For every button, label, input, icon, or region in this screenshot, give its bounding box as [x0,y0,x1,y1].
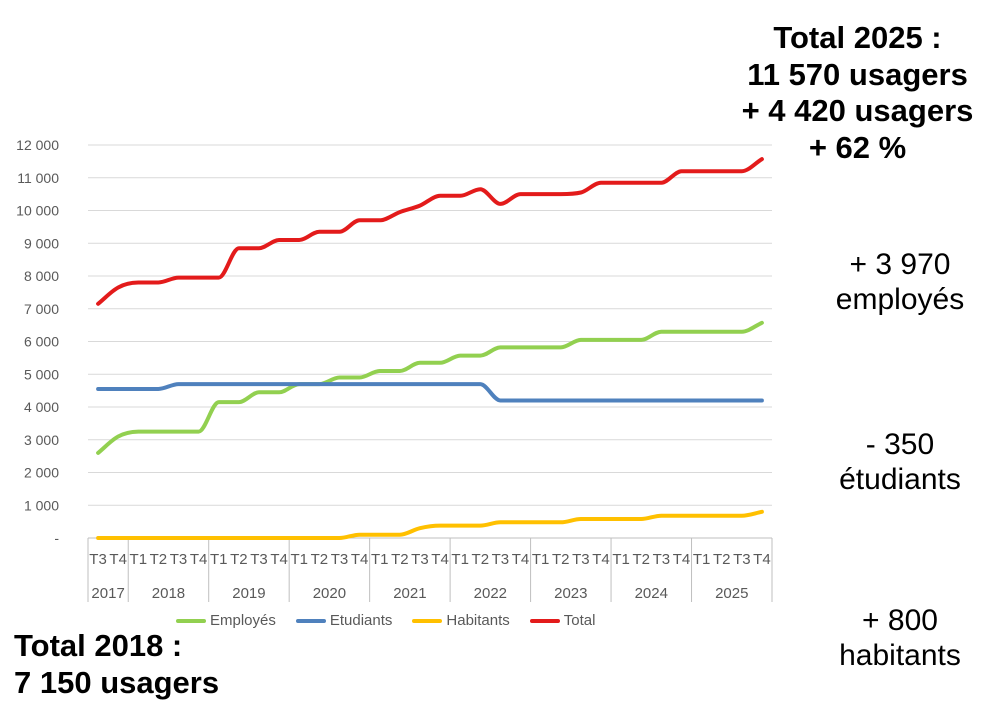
annotation-habitants: + 800 habitants [815,603,985,674]
y-tick-label: - [54,530,59,546]
legend-item-total: Total [529,612,596,629]
quarter-label: T4 [109,551,127,568]
quarter-label: T3 [170,551,188,568]
quarter-label: T3 [572,551,590,568]
y-tick-label: 5 000 [24,366,59,382]
quarter-label: T4 [431,551,449,568]
quarter-label: T1 [612,551,630,568]
year-label: 2022 [474,585,507,602]
year-label: 2017 [91,585,124,602]
quarter-label: T3 [492,551,510,568]
legend-item-habitants: Habitants [412,612,510,629]
annotation-employes-label: employés [835,283,965,317]
legend-swatch-habitants [412,618,443,623]
legend-label-habitants: Habitants [446,612,510,629]
series-line-employes [96,320,764,455]
quarter-label: T1 [130,551,148,568]
annotation-total-2025-line1: Total 2025 : [773,20,942,55]
quarter-label: T2 [713,551,731,568]
quarter-label: T4 [190,551,208,568]
quarter-label: T4 [351,551,369,568]
legend-swatch-total [529,618,560,623]
quarter-label: T1 [693,551,711,568]
y-axis-ticks: - 1 000 2 000 3 000 4 000 5 000 6 000 7 000 8 00… [16,137,59,546]
quarter-label: T2 [391,551,409,568]
y-tick-label: 6 000 [24,334,59,350]
series-lines [96,157,764,540]
quarter-label: T1 [290,551,308,568]
quarter-label: T2 [552,551,570,568]
y-tick-label: 1 000 [24,497,59,513]
quarter-label: T4 [512,551,530,568]
quarter-label: T1 [532,551,550,568]
x-axis: T3 T4 T1 T2 T3 T4 T1 T2 T3 T4 T1 T2 T3 T4 T1 T2 T3 T4 T1 T2… [87,537,773,602]
annotation-etudiants: - 350 étudiants [815,427,985,498]
quarter-label: T1 [451,551,469,568]
quarter-label: T3 [653,551,671,568]
year-label: 2018 [152,585,185,602]
annotation-total-2018: Total 2018 : 7 150 usagers [14,628,314,701]
annotation-total-2025-line4: + 62 % [808,129,907,165]
year-label: 2023 [554,585,587,602]
annotation-total-2025-line2: 11 570 usagers [747,56,968,92]
y-tick-label: 4 000 [24,399,59,415]
quarter-label: T4 [592,551,610,568]
quarter-label: T2 [311,551,329,568]
annotation-total-2018-line1: Total 2018 : [14,628,183,663]
legend-item-etudiants: Etudiants [295,612,393,629]
legend-label-total: Total [563,612,596,629]
annotation-employes: + 3 970 employés [815,247,985,318]
series-line-habitants [96,509,764,540]
quarter-label: T4 [673,551,691,568]
annotation-etudiants-label: étudiants [839,463,961,497]
annotation-employes-value: + 3 970 [849,248,951,281]
y-tick-label: 2 000 [24,465,59,481]
year-label: 2024 [635,585,668,602]
year-label: 2019 [232,585,265,602]
legend-label-etudiants: Etudiants [329,612,393,629]
quarter-label: T3 [89,551,107,568]
quarter-label: T3 [250,551,268,568]
quarter-label: T3 [411,551,429,568]
year-label: 2020 [313,585,346,602]
y-tick-label: 3 000 [24,432,59,448]
quarter-label: T4 [270,551,288,568]
legend-label-employes: Employés [210,612,276,629]
annotation-etudiants-value: - 350 [865,428,935,461]
legend-swatch-etudiants [295,618,326,623]
quarter-label: T2 [472,551,490,568]
legend: Employés Etudiants Habitants Total [176,612,595,629]
quarter-label: T3 [331,551,349,568]
annotation-total-2025-line3: + 4 420 usagers [741,93,974,129]
quarter-label: T3 [733,551,751,568]
legend-item-employes: Employés [176,612,276,629]
y-tick-label: 10 000 [16,203,59,219]
y-tick-label: 12 000 [16,137,59,153]
quarter-label: T4 [753,551,771,568]
quarter-label: T1 [210,551,228,568]
year-label: 2025 [715,585,748,602]
series-line-etudiants [96,382,764,403]
quarter-label: T1 [371,551,389,568]
y-tick-label: 7 000 [24,301,59,317]
gridlines [88,144,772,506]
annotation-total-2018-line2: 7 150 usagers [14,664,220,700]
annotation-total-2025: Total 2025 : 11 570 usagers + 4 420 usag… [730,20,985,166]
annotation-habitants-label: habitants [839,639,961,673]
annotation-habitants-value: + 800 [862,604,938,637]
y-tick-label: 8 000 [24,268,59,284]
y-tick-label: 9 000 [24,235,59,251]
quarter-label: T2 [632,551,650,568]
legend-swatch-employes [176,618,206,623]
year-label: 2021 [393,585,426,602]
quarter-label: T2 [230,551,248,568]
y-tick-label: 11 000 [17,170,59,186]
series-line-total [96,157,764,306]
quarter-label: T2 [150,551,168,568]
